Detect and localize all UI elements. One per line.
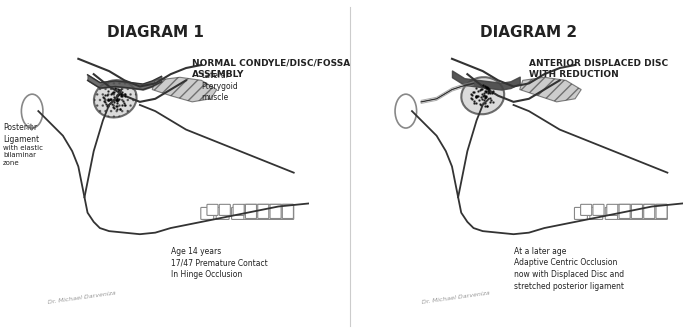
FancyBboxPatch shape	[216, 207, 229, 219]
FancyBboxPatch shape	[607, 204, 618, 215]
FancyBboxPatch shape	[281, 204, 294, 219]
FancyBboxPatch shape	[630, 204, 643, 219]
Text: NORMAL CONDYLE/DISC/FOSSA
ASSEMBLY: NORMAL CONDYLE/DISC/FOSSA ASSEMBLY	[193, 59, 351, 79]
FancyBboxPatch shape	[654, 204, 667, 219]
Text: Age 14 years
17/47 Premature Contact
In Hinge Occlusion: Age 14 years 17/47 Premature Contact In …	[171, 246, 267, 279]
Text: Dr. Michael Darveniza: Dr. Michael Darveniza	[48, 290, 116, 305]
FancyBboxPatch shape	[606, 207, 618, 219]
Text: Posterior
Ligament: Posterior Ligament	[3, 124, 39, 144]
FancyBboxPatch shape	[593, 204, 604, 215]
Text: DIAGRAM 2: DIAGRAM 2	[480, 25, 578, 40]
FancyBboxPatch shape	[269, 204, 281, 219]
FancyBboxPatch shape	[270, 204, 281, 218]
FancyBboxPatch shape	[244, 204, 257, 219]
FancyBboxPatch shape	[642, 204, 655, 219]
Polygon shape	[519, 77, 581, 102]
FancyBboxPatch shape	[232, 207, 244, 219]
Text: Lateral
Pterygoid
muscle: Lateral Pterygoid muscle	[202, 71, 238, 102]
FancyBboxPatch shape	[617, 204, 631, 219]
Text: Dr. Michael Darveniza: Dr. Michael Darveniza	[421, 290, 490, 305]
Ellipse shape	[461, 77, 504, 114]
Polygon shape	[152, 77, 217, 102]
FancyBboxPatch shape	[580, 204, 592, 215]
FancyBboxPatch shape	[233, 204, 244, 215]
Ellipse shape	[94, 80, 136, 118]
FancyBboxPatch shape	[619, 204, 630, 218]
FancyBboxPatch shape	[644, 204, 654, 218]
FancyBboxPatch shape	[219, 204, 230, 215]
FancyBboxPatch shape	[631, 204, 643, 218]
FancyBboxPatch shape	[282, 204, 293, 218]
Text: ANTERIOR DISPLACED DISC
WITH REDUCTION: ANTERIOR DISPLACED DISC WITH REDUCTION	[529, 59, 668, 79]
FancyBboxPatch shape	[590, 207, 603, 219]
FancyBboxPatch shape	[207, 204, 218, 215]
Text: with elastic
bilaminar
zone: with elastic bilaminar zone	[3, 145, 43, 166]
FancyBboxPatch shape	[201, 207, 214, 219]
FancyBboxPatch shape	[656, 204, 667, 218]
Text: DIAGRAM 1: DIAGRAM 1	[107, 25, 204, 40]
FancyBboxPatch shape	[258, 204, 269, 218]
FancyBboxPatch shape	[575, 207, 587, 219]
FancyBboxPatch shape	[256, 204, 269, 219]
Text: At a later age
Adaptive Centric Occlusion
now with Displaced Disc and
stretched : At a later age Adaptive Centric Occlusio…	[514, 246, 624, 291]
FancyBboxPatch shape	[246, 204, 256, 218]
